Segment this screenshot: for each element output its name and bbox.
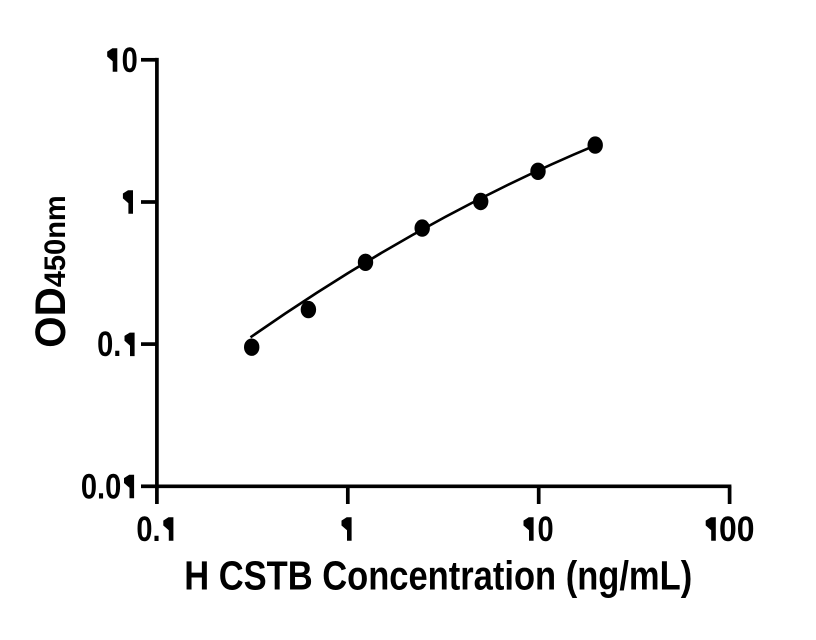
svg-text:00: 00	[719, 510, 755, 549]
svg-text:0.0: 0.0	[81, 467, 121, 506]
svg-text:0: 0	[538, 510, 554, 549]
svg-text:0.: 0.	[136, 510, 160, 549]
svg-text:0.: 0.	[97, 325, 121, 364]
svg-text:H CSTB Concentration (ng/mL): H CSTB Concentration (ng/mL)	[184, 553, 692, 599]
svg-text:OD450nm: OD450nm	[27, 195, 75, 348]
svg-text:0: 0	[122, 41, 138, 80]
